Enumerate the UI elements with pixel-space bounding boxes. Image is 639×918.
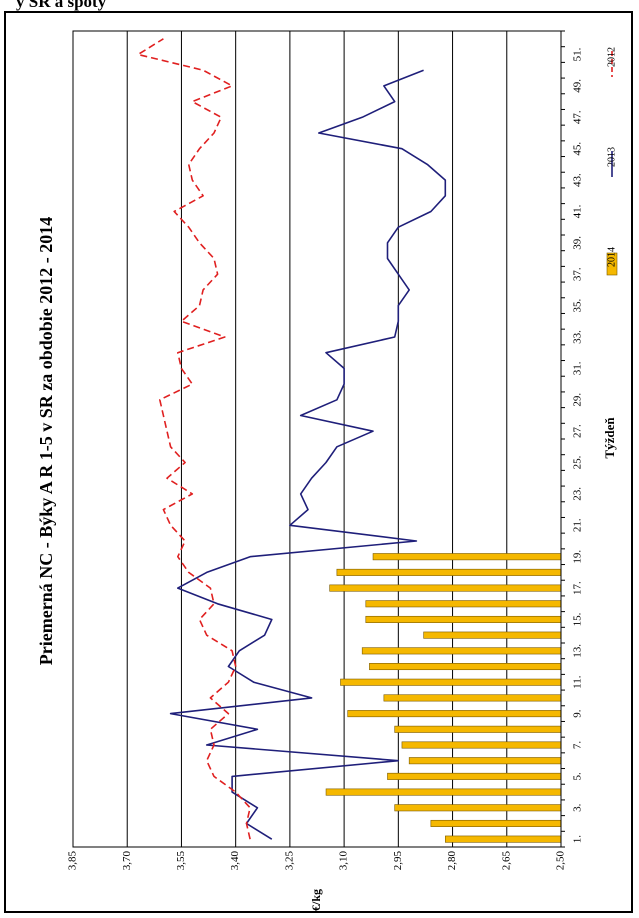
bar-2014 [325,788,562,796]
x-tick-label: 11. [572,675,584,689]
x-tick-label: 31. [572,361,584,375]
x-tick-label: 49. [572,79,584,93]
y-tick-label: 3,10 [338,851,350,871]
y-tick-label: 2,50 [555,851,567,871]
bar-2014 [445,835,562,843]
cropped-page-header: y SR a spoty [0,0,639,14]
x-tick-label: 9. [572,709,584,718]
line-2013 [169,69,447,840]
y-axis-title: €/kg [309,889,323,911]
legend-swatch-2014 [606,252,618,276]
legend-label-2012: 2012 [606,47,617,67]
plot-area-frame [72,30,562,848]
legend: 2014 2013 2012 [606,47,618,276]
y-tick-label: 3,70 [121,851,133,871]
bar-2014 [365,600,562,608]
bar-2014 [369,663,562,671]
x-tick-label: 41. [572,204,584,218]
chart-title: Priemerná NC - Býky A R 1-5 v SR za obdo… [36,217,56,666]
bar-2014 [383,694,562,702]
x-tick-label: 33. [572,330,584,344]
x-tick-label: 37. [572,267,584,281]
x-tick-label: 27. [572,424,584,438]
x-tick-label: 29. [572,393,584,407]
bar-2014 [408,757,562,765]
bar-2014 [387,772,562,780]
bar-2014 [336,568,562,576]
x-tick-label: 1. [572,835,584,844]
page-header-text: y SR a spoty [16,0,107,11]
x-tick-label: 47. [572,110,584,124]
x-tick-label: 25. [572,455,584,469]
bars-2014 [325,553,562,843]
bar-2014 [423,631,562,639]
x-tick-label: 7. [572,741,584,750]
bar-2014 [347,710,562,718]
chart-border [4,11,633,913]
y-tick-label: 3,40 [229,851,241,871]
line-2012 [137,38,251,840]
x-tick-label: 43. [572,173,584,187]
x-tick-label: 23. [572,487,584,501]
y-tick-label: 2,65 [500,851,512,871]
y-tick-label: 3,55 [175,851,187,871]
bar-2014 [394,804,562,812]
bar-2014 [340,678,562,686]
x-tick-label: 35. [572,298,584,312]
y-tick-label: 2,95 [392,851,404,871]
bar-2014 [401,741,562,749]
axes [72,30,565,848]
bar-2014 [394,725,562,733]
x-tick-label: 3. [572,803,584,812]
x-tick-label: 5. [572,772,584,781]
bar-2014 [361,647,562,655]
x-tick-label: 45. [572,142,584,156]
chart-text: 2,50 2,65 2,80 2,95 3,10 3,25 3,40 3,55 3,70 3,85… [36,47,617,911]
x-axis-title: Týždeň [602,417,617,459]
gridlines [72,31,508,847]
x-tick-label: 51. [572,47,584,61]
series-lines [137,38,447,840]
x-tick-label: 15. [572,612,584,626]
bar-2014 [329,584,562,592]
legend-label-2013: 2013 [606,147,617,167]
x-tick-label: 17. [572,581,584,595]
y-tick-label: 3,85 [67,851,79,871]
legend-label-2014: 2014 [606,247,617,267]
x-tick-label: 39. [572,236,584,250]
y-tick-label: 2,80 [446,851,458,871]
x-tick-label: 19. [572,550,584,564]
x-tick-label: 13. [572,644,584,658]
y-tick-label: 3,25 [283,851,295,871]
bar-2014 [372,553,562,561]
x-tick-label: 21. [572,518,584,532]
bar-2014 [430,819,562,827]
bar-2014 [365,615,562,623]
